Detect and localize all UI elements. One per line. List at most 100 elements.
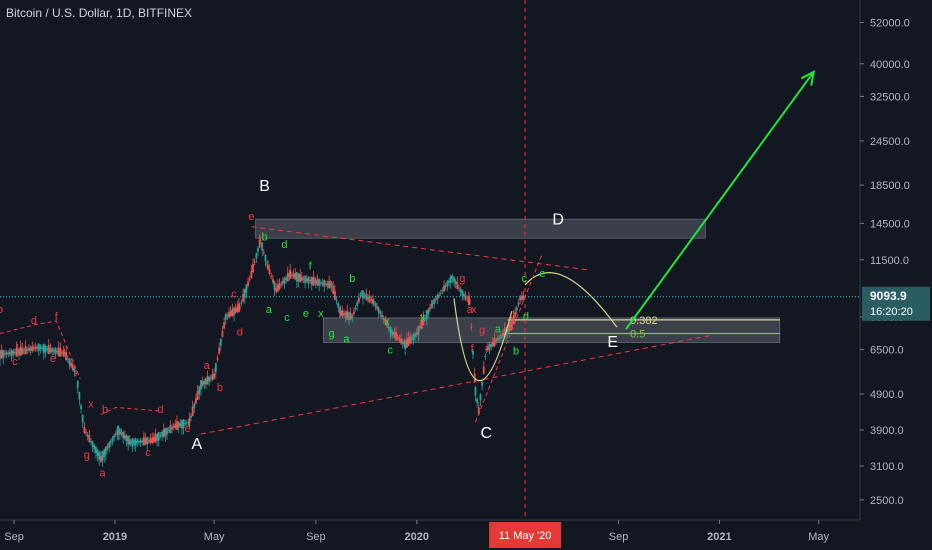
x-tick-label: May [204,531,225,543]
wave-label: d [523,311,529,323]
wave-label: c [522,273,528,285]
candle-body [297,273,300,282]
candle-body [39,345,42,350]
candle-body [448,280,450,283]
candle-body [295,272,298,282]
candle-body [436,295,439,300]
candle-body [485,348,488,351]
candle-body [359,295,362,297]
candle-body [201,381,204,386]
candle-body [267,264,269,269]
candle-body [264,255,267,262]
candle-body [332,286,335,294]
candle-body [291,274,293,276]
candle-body [508,324,511,332]
wave-label: a [467,304,474,316]
candle-body [151,437,154,444]
wave-label: e [185,423,191,435]
wave-label: f [55,311,59,323]
candle-body [444,285,447,287]
candle-body [144,438,147,445]
candle-body [76,381,79,388]
candle-body [481,381,483,386]
wave-label: d [157,404,163,416]
y-axis-panel [860,0,932,550]
candle-body [195,398,197,404]
candle-body [218,347,221,354]
candle-body [476,398,479,403]
candle-body [257,248,259,252]
wave-label: g [329,328,335,340]
wave-label: c [231,289,237,301]
candle-body [33,347,35,349]
wave-label: g [479,325,485,337]
candle-body [245,284,248,293]
candle-body [146,437,149,445]
candle-body [453,277,455,283]
x-tick-label: May [808,531,829,543]
candle-body [280,284,283,286]
candle-body [356,302,359,307]
candle-body [351,315,354,319]
candle-body [36,346,39,349]
candle-body [286,272,289,282]
y-tick-label: 40000.0 [870,59,910,71]
candle-body [111,437,114,442]
wave-label: E [607,334,618,351]
candle-body [477,407,480,415]
candle-body [231,309,234,316]
candle-body [12,351,15,355]
candle-body [425,310,428,320]
wave-label: a [343,333,350,345]
candle-body [54,348,57,354]
candle-body [300,276,303,281]
y-tick-label: 14500.0 [870,218,910,230]
candle-body [200,380,202,390]
candle-body [305,278,308,281]
candle-body [182,419,185,429]
candle-body [414,333,417,337]
wave-label: x [384,316,390,328]
price-badge [862,286,930,321]
candle-body [386,322,388,327]
candle-body [205,378,207,385]
candle-body [164,428,167,437]
candle-body [422,317,425,325]
wave-label: e [248,211,254,223]
candle-body [283,277,286,284]
candle-body [185,422,188,424]
candle-body [354,308,357,310]
candle-body [190,415,192,418]
candle-body [138,441,140,443]
wave-label: b [513,346,519,358]
candle-body [302,278,305,280]
x-axis-panel [0,520,932,550]
candle-body [434,298,437,300]
candle-body [446,281,449,287]
wave-label: g [459,273,465,285]
candle-body [318,279,321,286]
candle-body [13,352,16,354]
y-tick-label: 3900.0 [870,425,904,437]
y-tick-label: 3100.0 [870,461,904,473]
candle-body [310,277,313,285]
candle-body [52,349,55,352]
wave-label: x [471,304,477,316]
candle-body [496,338,499,341]
candle-body [474,386,477,396]
candle-body [262,252,265,254]
candle-body [493,338,496,347]
candle-body [141,440,144,442]
candle-body [133,440,135,445]
candle-body [363,295,366,297]
candle-body [491,341,494,346]
wave-path-red [475,252,543,423]
candle-body [360,293,363,295]
candle-body [396,337,399,339]
candle-body [261,242,264,251]
wave-label: e [539,268,545,280]
candle-body [24,346,27,355]
candle-body [514,311,517,318]
wave-label: B [259,178,270,195]
